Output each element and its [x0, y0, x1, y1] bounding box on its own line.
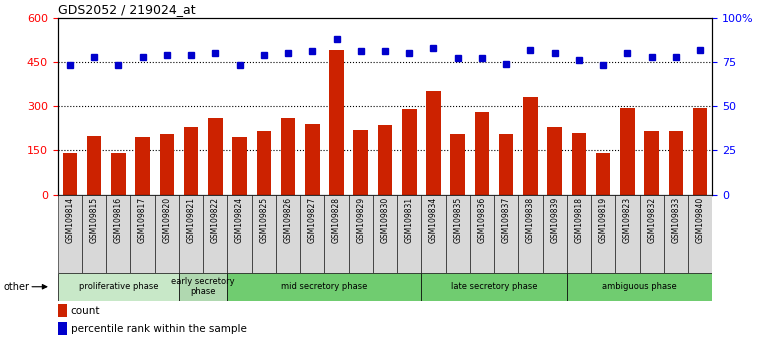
Bar [349, 195, 373, 273]
Bar [111, 153, 126, 195]
Bar [402, 109, 417, 195]
Bar [421, 273, 567, 301]
Bar [567, 273, 712, 301]
Bar [615, 195, 640, 273]
Bar [596, 153, 611, 195]
Bar [353, 130, 368, 195]
Text: GSM109831: GSM109831 [405, 197, 413, 243]
Text: GSM109835: GSM109835 [454, 197, 462, 243]
Bar [227, 273, 421, 301]
Text: GSM109820: GSM109820 [162, 197, 172, 243]
Bar [688, 195, 712, 273]
Bar [640, 195, 664, 273]
Text: GSM109819: GSM109819 [598, 197, 608, 243]
Bar [523, 97, 537, 195]
Bar [378, 125, 392, 195]
Bar [547, 127, 562, 195]
Text: GSM109823: GSM109823 [623, 197, 632, 243]
Text: early secretory
phase: early secretory phase [172, 277, 235, 296]
Text: GSM109834: GSM109834 [429, 197, 438, 243]
Bar [427, 91, 440, 195]
Bar [87, 136, 102, 195]
Bar [58, 304, 67, 317]
Bar [233, 137, 247, 195]
Bar [227, 195, 252, 273]
Bar [499, 134, 514, 195]
Bar [373, 195, 397, 273]
Text: GSM109837: GSM109837 [502, 197, 511, 243]
Bar [450, 134, 465, 195]
Bar [179, 195, 203, 273]
Bar [184, 127, 199, 195]
Text: GSM109821: GSM109821 [186, 197, 196, 243]
Bar [203, 195, 227, 273]
Text: proliferative phase: proliferative phase [79, 282, 158, 291]
Text: percentile rank within the sample: percentile rank within the sample [71, 324, 246, 333]
Bar [494, 195, 518, 273]
Bar [571, 133, 586, 195]
Text: GSM109826: GSM109826 [283, 197, 293, 243]
Bar [252, 195, 276, 273]
Text: GSM109827: GSM109827 [308, 197, 316, 243]
Text: count: count [71, 306, 100, 316]
Text: GSM109839: GSM109839 [551, 197, 559, 243]
Bar [421, 195, 446, 273]
Bar [281, 118, 296, 195]
Bar [159, 134, 174, 195]
Text: GSM109815: GSM109815 [89, 197, 99, 243]
Bar [58, 322, 67, 335]
Text: GSM109836: GSM109836 [477, 197, 487, 243]
Bar [620, 108, 634, 195]
Text: GSM109818: GSM109818 [574, 197, 584, 243]
Bar [664, 195, 688, 273]
Text: GSM109814: GSM109814 [65, 197, 75, 243]
Bar [136, 137, 150, 195]
Bar [470, 195, 494, 273]
Bar [518, 195, 543, 273]
Text: GSM109829: GSM109829 [357, 197, 365, 243]
Bar [330, 50, 343, 195]
Bar [58, 195, 82, 273]
Bar [668, 131, 683, 195]
Text: GSM109816: GSM109816 [114, 197, 123, 243]
Text: GSM109840: GSM109840 [695, 197, 705, 243]
Bar [693, 108, 708, 195]
Text: GSM109838: GSM109838 [526, 197, 535, 243]
Bar [305, 124, 320, 195]
Text: GSM109824: GSM109824 [235, 197, 244, 243]
Bar [179, 273, 227, 301]
Bar [591, 195, 615, 273]
Bar [397, 195, 421, 273]
Text: other: other [4, 282, 30, 292]
Bar [324, 195, 349, 273]
Bar [276, 195, 300, 273]
Text: GSM109822: GSM109822 [211, 197, 219, 243]
Bar [644, 131, 659, 195]
Bar [543, 195, 567, 273]
Text: GSM109817: GSM109817 [138, 197, 147, 243]
Bar [300, 195, 324, 273]
Text: GSM109833: GSM109833 [671, 197, 681, 243]
Text: GSM109828: GSM109828 [332, 197, 341, 243]
Bar [567, 195, 591, 273]
Bar [256, 131, 271, 195]
Text: mid secretory phase: mid secretory phase [281, 282, 367, 291]
Text: GDS2052 / 219024_at: GDS2052 / 219024_at [58, 3, 196, 16]
Bar [58, 273, 179, 301]
Bar [106, 195, 130, 273]
Bar [208, 118, 223, 195]
Text: GSM109832: GSM109832 [647, 197, 656, 243]
Bar [474, 112, 489, 195]
Bar [446, 195, 470, 273]
Bar [130, 195, 155, 273]
Text: ambiguous phase: ambiguous phase [602, 282, 677, 291]
Bar [82, 195, 106, 273]
Text: GSM109825: GSM109825 [259, 197, 268, 243]
Text: late secretory phase: late secretory phase [450, 282, 537, 291]
Bar [155, 195, 179, 273]
Bar [62, 153, 77, 195]
Text: GSM109830: GSM109830 [380, 197, 390, 243]
